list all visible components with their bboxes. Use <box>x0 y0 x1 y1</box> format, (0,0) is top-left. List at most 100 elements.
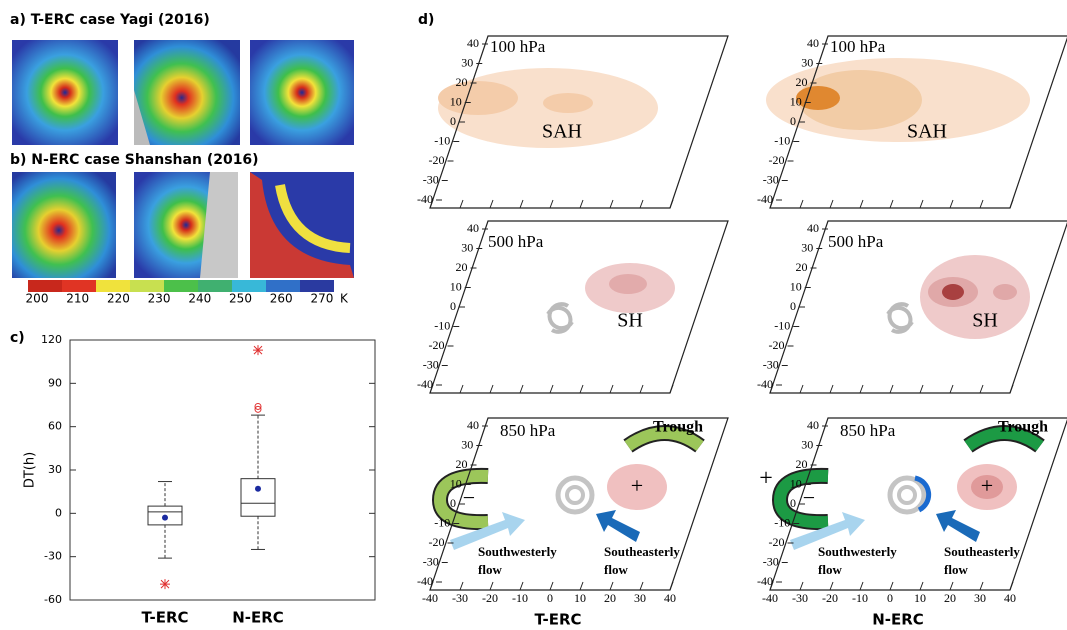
plane <box>429 417 729 591</box>
x-tick-label: 20 <box>944 591 956 605</box>
x-tick <box>609 581 614 591</box>
y-tick-label: 40 <box>807 221 819 235</box>
cyclone-ring <box>565 485 585 505</box>
colorbar-segment <box>198 280 232 292</box>
x-tick-label: -10 <box>852 591 868 605</box>
trough <box>964 427 1044 452</box>
x-tick <box>979 199 984 209</box>
horseshoe <box>773 469 829 529</box>
level-label: 100 hPa <box>830 37 886 56</box>
flow-label: flow <box>478 562 502 577</box>
low-sign: − <box>803 485 815 510</box>
x-tick <box>459 581 464 591</box>
extreme-outlier <box>160 579 170 590</box>
x-tick <box>579 384 584 394</box>
high-core <box>971 475 1003 499</box>
x-tick <box>429 581 434 591</box>
x-tick-label: -30 <box>452 591 468 605</box>
y-tick-label: 60 <box>48 420 62 433</box>
panel-label: a) T-ERC case Yagi (2016) <box>10 12 210 28</box>
x-tick <box>489 581 494 591</box>
y-tick-label: 40 <box>467 36 479 50</box>
x-tick <box>1009 199 1014 209</box>
panel-label: d) <box>418 12 434 28</box>
x-tick-label: 10 <box>914 591 926 605</box>
y-tick-label: -40 <box>417 574 433 588</box>
colorbar: 200 210 220 230 240 250 260 270 K <box>26 280 349 306</box>
y-tick-label: -60 <box>44 593 62 606</box>
x-tick-label: 30 <box>634 591 646 605</box>
y-tick-label: 20 <box>796 75 808 89</box>
missing-data <box>134 90 150 145</box>
x-tick-label: 40 <box>1004 591 1016 605</box>
y-tick-label: 30 <box>801 437 813 451</box>
y-tick-label: -30 <box>423 172 439 186</box>
y-tick-label: -30 <box>423 554 439 568</box>
y-tick-label: 10 <box>790 279 802 293</box>
x-tick-label: 30 <box>974 591 986 605</box>
y-tick-label: -30 <box>423 357 439 371</box>
y-tick-label: -20 <box>769 535 785 549</box>
cyclone-ring <box>897 485 917 505</box>
extreme-outlier <box>253 345 263 356</box>
pressure-level: 40 30 20 10 0-10 -20 -30 -40 <box>757 35 1067 209</box>
x-tick <box>459 384 464 394</box>
x-tick <box>949 384 954 394</box>
colorbar-segment <box>62 280 96 292</box>
y-tick-label: -40 <box>417 192 433 206</box>
colorbar-unit: K <box>340 292 349 306</box>
panel-label: c) <box>10 330 25 346</box>
x-tick <box>549 581 554 591</box>
x-tick <box>889 581 894 591</box>
x-tick <box>429 384 434 394</box>
x-tick <box>859 581 864 591</box>
eyewall-arc <box>914 475 932 513</box>
x-tick-label: 20 <box>604 591 616 605</box>
y-tick-label: -40 <box>417 377 433 391</box>
y-tick-label: -20 <box>429 338 445 352</box>
x-tick <box>799 581 804 591</box>
y-tick-label: 0 <box>790 114 796 128</box>
y-tick-label: 20 <box>796 457 808 471</box>
x-tick <box>579 199 584 209</box>
trough <box>624 427 704 452</box>
panel-a: a) T-ERC case Yagi (2016) <box>10 12 354 145</box>
x-tick <box>769 384 774 394</box>
x-tick <box>799 384 804 394</box>
y-tick-label: -20 <box>429 153 445 167</box>
x-tick <box>519 199 524 209</box>
y-tick-label: -40 <box>757 192 773 206</box>
y-tick-label: 120 <box>41 333 62 346</box>
cyclone-symbol <box>886 302 914 334</box>
colorbar-tick-label: 220 <box>107 292 130 306</box>
box <box>240 478 276 517</box>
flow-label: Southwesterly <box>478 544 557 559</box>
colorbar-segment <box>266 280 300 292</box>
level-label: 500 hPa <box>488 232 544 251</box>
colorbar-segment <box>130 280 164 292</box>
flow-label: flow <box>604 562 628 577</box>
y-tick-label: -30 <box>44 550 62 563</box>
y-tick-label: 0 <box>450 299 456 313</box>
outer-sign: + <box>759 466 773 492</box>
x-tick-label: -30 <box>792 591 808 605</box>
high-pressure <box>607 464 667 510</box>
outlier <box>254 405 262 413</box>
y-tick-label: 10 <box>450 94 462 108</box>
y-tick-label: 90 <box>48 376 62 389</box>
y-tick-label: 10 <box>450 279 462 293</box>
system-label: SAH <box>907 121 947 143</box>
x-tick <box>859 384 864 394</box>
x-tick <box>949 581 954 591</box>
x-tick <box>639 199 644 209</box>
x-tick <box>669 199 674 209</box>
y-tick-label: -20 <box>769 153 785 167</box>
sh-core <box>609 274 647 294</box>
y-tick-label: 20 <box>456 457 468 471</box>
pressure-level: 40 30 20 10 0-10 -20 -30 -40 <box>757 220 1067 394</box>
mean <box>255 485 261 492</box>
y-tick-label: 0 <box>790 496 796 510</box>
level-label: 850 hPa <box>500 421 556 440</box>
